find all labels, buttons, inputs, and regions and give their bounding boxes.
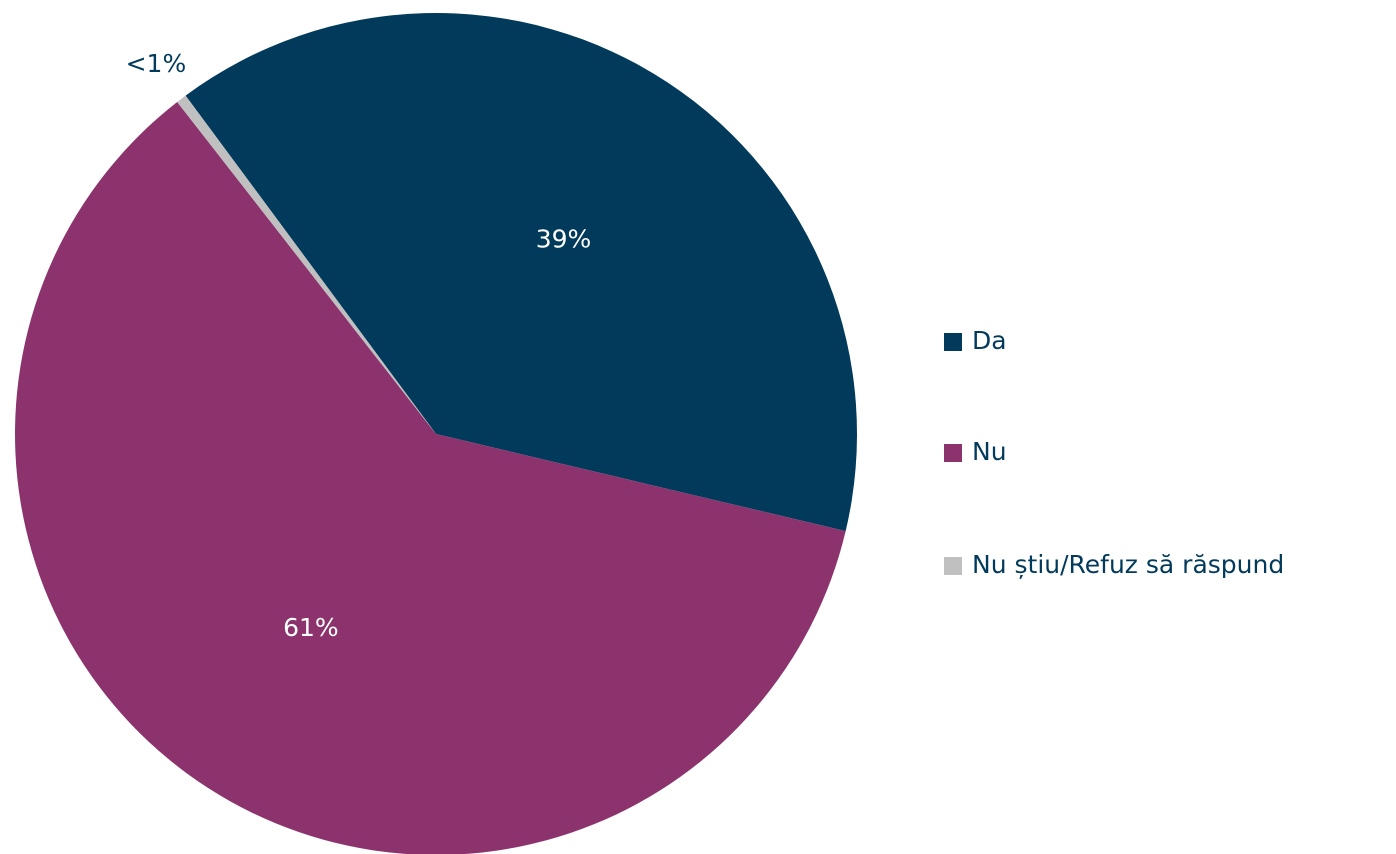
data-label: 39%: [536, 225, 592, 254]
legend-swatch: [944, 333, 962, 351]
legend-label: Da: [972, 326, 1007, 355]
legend-swatch: [944, 557, 962, 575]
legend-label: Nu: [972, 437, 1007, 466]
legend-label: Nu știu/Refuz să răspund: [972, 550, 1284, 579]
data-label: 61%: [283, 613, 339, 642]
pie-slice: [15, 101, 846, 854]
data-label: <1%: [126, 49, 187, 78]
legend-swatch: [944, 444, 962, 462]
pie-slice: [177, 95, 436, 434]
pie-slice: [185, 12, 858, 532]
